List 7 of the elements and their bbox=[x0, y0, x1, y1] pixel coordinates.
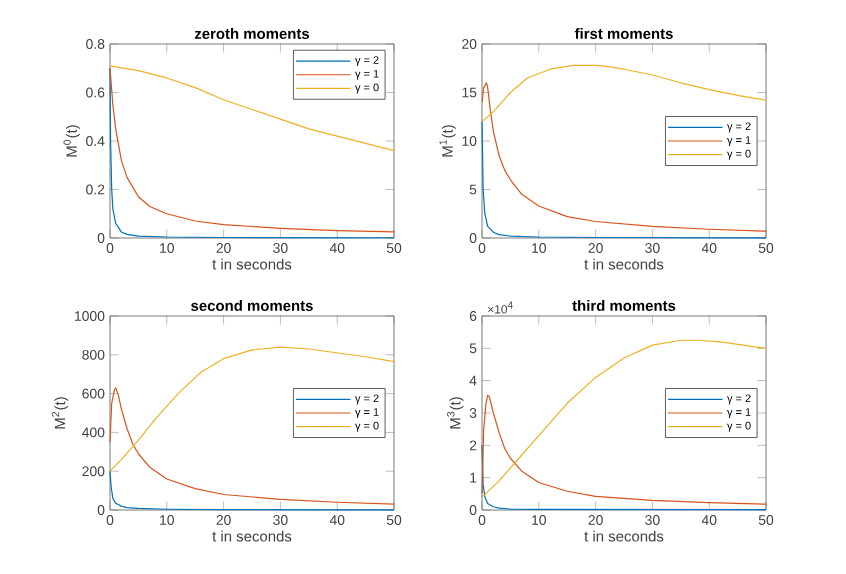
line-series bbox=[481, 394, 767, 505]
line-series bbox=[481, 82, 767, 232]
line-series bbox=[481, 444, 767, 511]
line-series bbox=[109, 387, 395, 505]
line-series bbox=[109, 470, 395, 511]
line-series bbox=[481, 120, 767, 239]
line-series bbox=[481, 64, 767, 123]
